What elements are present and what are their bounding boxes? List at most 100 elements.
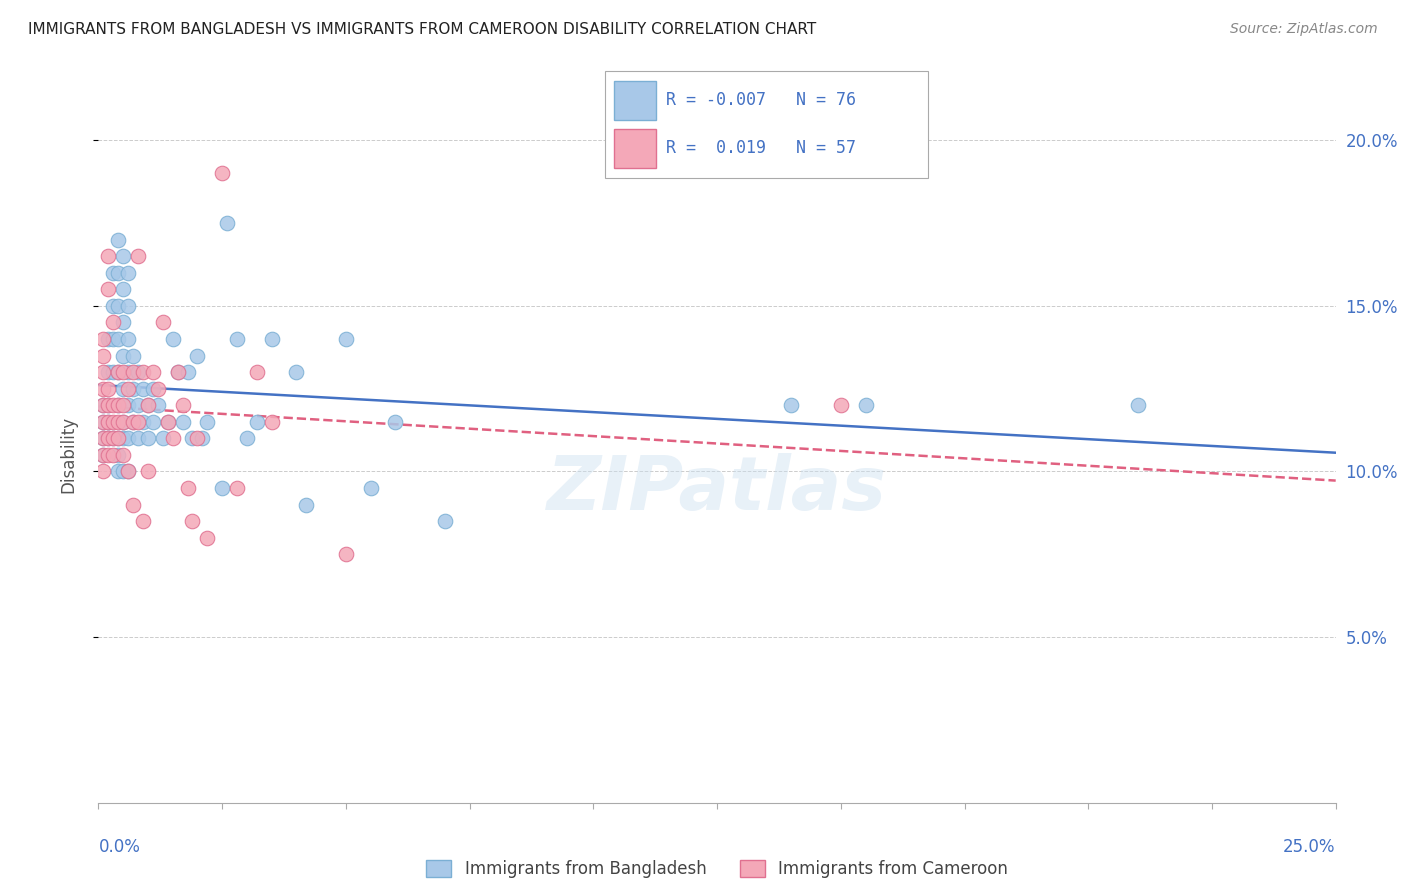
- Point: [132, 382, 155, 396]
- Point: [127, 431, 149, 445]
- Point: [156, 415, 179, 429]
- Point: [107, 299, 129, 313]
- Point: [103, 415, 125, 429]
- Point: [93, 382, 115, 396]
- Point: [107, 431, 129, 445]
- Point: [146, 398, 169, 412]
- Point: [117, 431, 139, 445]
- Point: [117, 465, 139, 479]
- Point: [97, 282, 120, 296]
- Point: [117, 266, 139, 280]
- Point: [103, 332, 125, 346]
- Point: [107, 398, 129, 412]
- Point: [195, 415, 218, 429]
- Point: [172, 398, 194, 412]
- Point: [132, 514, 155, 528]
- Point: [97, 448, 120, 462]
- Point: [211, 166, 233, 180]
- Point: [112, 415, 135, 429]
- Point: [136, 465, 159, 479]
- Point: [162, 431, 184, 445]
- Point: [186, 431, 208, 445]
- Point: [855, 398, 877, 412]
- Point: [93, 465, 115, 479]
- Point: [97, 398, 120, 412]
- FancyBboxPatch shape: [614, 129, 657, 168]
- Point: [122, 365, 145, 379]
- Point: [136, 431, 159, 445]
- Point: [93, 398, 115, 412]
- Point: [136, 398, 159, 412]
- Point: [195, 531, 218, 545]
- Point: [117, 382, 139, 396]
- Point: [93, 398, 115, 412]
- Point: [93, 431, 115, 445]
- Point: [93, 431, 115, 445]
- Point: [236, 431, 259, 445]
- Point: [107, 233, 129, 247]
- Point: [780, 398, 803, 412]
- Point: [117, 365, 139, 379]
- Point: [152, 315, 174, 329]
- Point: [107, 266, 129, 280]
- Point: [103, 431, 125, 445]
- Point: [127, 365, 149, 379]
- Point: [260, 415, 283, 429]
- Point: [93, 415, 115, 429]
- Point: [217, 216, 239, 230]
- Point: [103, 365, 125, 379]
- Point: [103, 431, 125, 445]
- Point: [335, 547, 357, 561]
- Point: [103, 266, 125, 280]
- Point: [97, 332, 120, 346]
- Point: [191, 431, 214, 445]
- Text: R =  0.019   N = 57: R = 0.019 N = 57: [666, 139, 856, 157]
- FancyBboxPatch shape: [605, 71, 928, 178]
- Point: [93, 332, 115, 346]
- Point: [112, 315, 135, 329]
- Point: [117, 299, 139, 313]
- Point: [136, 398, 159, 412]
- Point: [1126, 398, 1149, 412]
- Point: [127, 415, 149, 429]
- Point: [97, 249, 120, 263]
- Point: [122, 498, 145, 512]
- Point: [112, 349, 135, 363]
- Point: [112, 431, 135, 445]
- Point: [122, 382, 145, 396]
- Point: [127, 249, 149, 263]
- Point: [107, 448, 129, 462]
- Point: [97, 398, 120, 412]
- Point: [172, 415, 194, 429]
- Point: [112, 448, 135, 462]
- Point: [107, 365, 129, 379]
- Point: [112, 415, 135, 429]
- Point: [246, 365, 269, 379]
- Point: [117, 332, 139, 346]
- Point: [176, 481, 198, 495]
- Point: [97, 431, 120, 445]
- Point: [142, 415, 165, 429]
- Point: [142, 382, 165, 396]
- Point: [162, 332, 184, 346]
- Point: [93, 415, 115, 429]
- Point: [285, 365, 308, 379]
- Point: [107, 465, 129, 479]
- Point: [93, 349, 115, 363]
- Point: [107, 398, 129, 412]
- Point: [122, 415, 145, 429]
- Point: [103, 315, 125, 329]
- Point: [142, 365, 165, 379]
- Point: [97, 415, 120, 429]
- Point: [112, 382, 135, 396]
- Point: [226, 481, 249, 495]
- Point: [226, 332, 249, 346]
- Point: [166, 365, 188, 379]
- Point: [93, 365, 115, 379]
- Point: [181, 514, 204, 528]
- Point: [117, 398, 139, 412]
- Point: [97, 431, 120, 445]
- Point: [360, 481, 382, 495]
- Text: R = -0.007   N = 76: R = -0.007 N = 76: [666, 91, 856, 109]
- Point: [830, 398, 852, 412]
